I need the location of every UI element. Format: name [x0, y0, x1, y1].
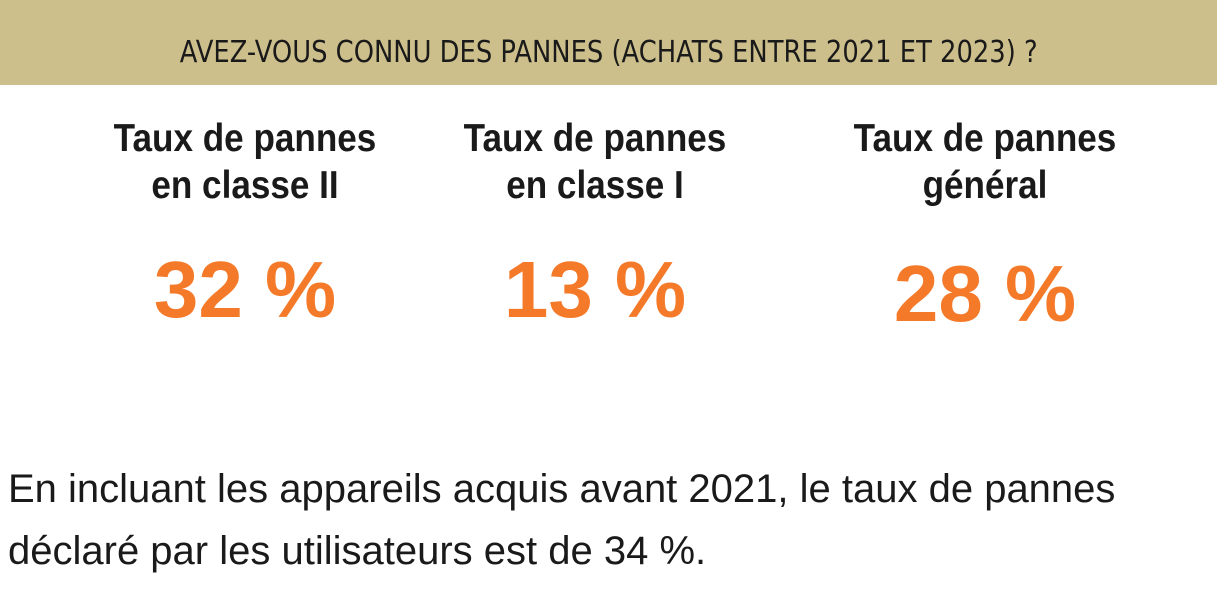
footnote-line1: En incluant les appareils acquis avant 2… [8, 467, 1116, 511]
stat-value: 28 % [893, 249, 1077, 338]
stat-general: Taux de pannes général 28 % [830, 115, 1140, 338]
stat-label-line1: Taux de pannes [463, 117, 727, 160]
stat-classe-1: Taux de pannes en classe I 13 % [440, 115, 750, 334]
stat-label: Taux de pannes en classe I [456, 115, 735, 209]
stat-label: Taux de pannes en classe II [106, 115, 385, 209]
stat-label-line2: général [922, 164, 1048, 207]
page-title: AVEZ-VOUS CONNU DES PANNES (ACHATS ENTRE… [179, 35, 1038, 70]
stat-label-line1: Taux de pannes [113, 117, 377, 160]
footnote-line2: déclaré par les utilisateurs est de 34 %… [8, 529, 707, 573]
stat-label-line2: en classe II [151, 164, 339, 207]
header-banner: AVEZ-VOUS CONNU DES PANNES (ACHATS ENTRE… [0, 0, 1217, 85]
stat-label: Taux de pannes général [846, 115, 1125, 209]
footnote: En incluant les appareils acquis avant 2… [8, 458, 1213, 582]
stat-value: 32 % [153, 245, 337, 334]
stat-value: 13 % [503, 245, 687, 334]
stat-label-line1: Taux de pannes [853, 117, 1117, 160]
stat-label-line2: en classe I [506, 164, 684, 207]
stat-classe-2: Taux de pannes en classe II 32 % [90, 115, 400, 334]
